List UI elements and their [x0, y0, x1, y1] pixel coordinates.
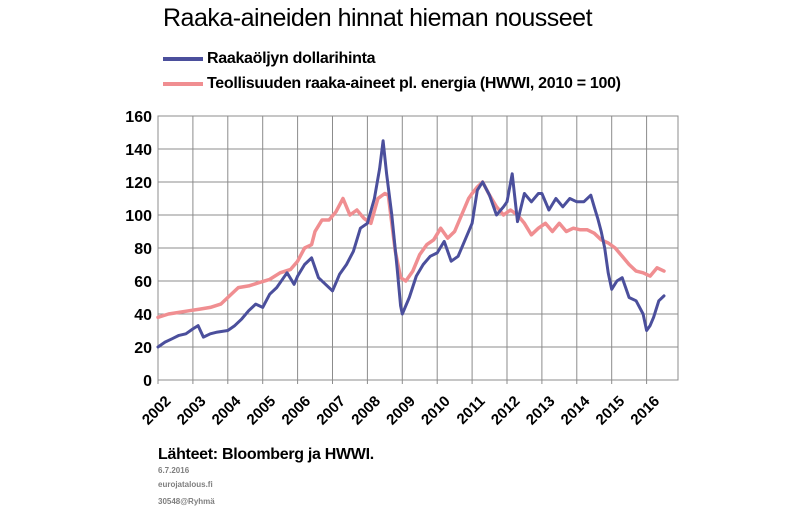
- y-tick-label: 140: [125, 142, 152, 159]
- x-tick-label: 2012: [488, 393, 524, 429]
- chart-id: 30548@Ryhmä: [158, 497, 215, 506]
- chart-legend: Raakaöljyn dollarihinta Teollisuuden raa…: [163, 46, 621, 96]
- y-tick-label: 100: [125, 208, 152, 225]
- publish-date: 6.7.2016: [158, 466, 190, 475]
- x-tick-label: 2005: [244, 393, 280, 429]
- x-tick-label: 2002: [139, 393, 175, 429]
- x-tick-label: 2011: [454, 393, 489, 428]
- x-tick-label: 2008: [348, 393, 384, 429]
- legend-label-oil: Raakaöljyn dollarihinta: [207, 49, 376, 67]
- series-line-commodities: [156, 180, 666, 320]
- x-tick-label: 2009: [383, 393, 419, 429]
- series-line-oil: [156, 139, 666, 349]
- y-tick-label: 20: [134, 340, 152, 357]
- x-tick-label: 2016: [628, 393, 664, 429]
- chart-title: Raaka-aineiden hinnat hieman nousseet: [163, 4, 593, 32]
- y-tick-label: 40: [134, 307, 152, 324]
- site-name: eurojatalous.fi: [158, 480, 213, 489]
- y-tick-label: 160: [125, 109, 152, 126]
- x-tick-label: 2014: [558, 392, 594, 428]
- x-tick-label: 2010: [418, 393, 454, 429]
- y-tick-label: 60: [134, 274, 152, 291]
- y-tick-label: 80: [134, 241, 152, 258]
- x-tick-label: 2006: [279, 393, 315, 429]
- legend-swatch-oil: [163, 56, 203, 61]
- y-tick-label: 120: [125, 175, 152, 192]
- source-note: Lähteet: Bloomberg ja HWWI.: [158, 446, 374, 463]
- x-tick-label: 2013: [523, 393, 559, 429]
- legend-item-oil: Raakaöljyn dollarihinta: [163, 46, 621, 71]
- x-tick-label: 2015: [593, 393, 629, 429]
- x-tick-label: 2003: [174, 393, 210, 429]
- y-tick-label: 0: [143, 373, 152, 390]
- legend-label-commodities: Teollisuuden raaka-aineet pl. energia (H…: [207, 74, 621, 92]
- legend-swatch-commodities: [163, 81, 203, 86]
- x-tick-label: 2007: [313, 393, 349, 429]
- legend-item-commodities: Teollisuuden raaka-aineet pl. energia (H…: [163, 71, 621, 96]
- x-tick-label: 2004: [209, 392, 245, 428]
